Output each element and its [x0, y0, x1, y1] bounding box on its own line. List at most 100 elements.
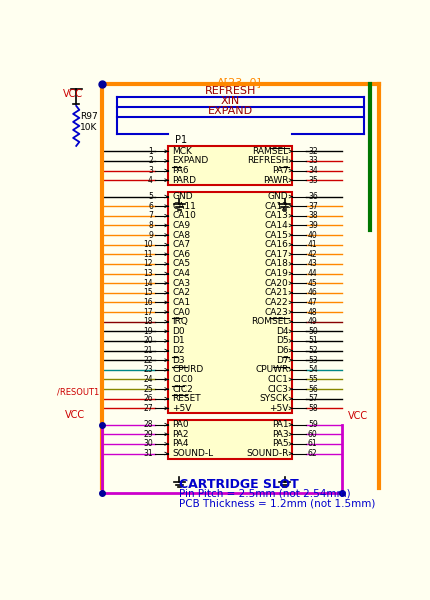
- Text: SOUND-R: SOUND-R: [246, 449, 289, 458]
- Text: CA6: CA6: [172, 250, 190, 259]
- Text: 7: 7: [148, 211, 153, 220]
- Text: 24: 24: [143, 375, 153, 384]
- Text: 32: 32: [308, 147, 318, 156]
- Text: 10K: 10K: [80, 123, 98, 132]
- Text: 40: 40: [308, 230, 318, 239]
- Text: CPURD: CPURD: [172, 365, 203, 374]
- Text: 25: 25: [143, 385, 153, 394]
- Text: 37: 37: [308, 202, 318, 211]
- Text: 12: 12: [144, 259, 153, 268]
- Text: CA11: CA11: [172, 202, 196, 211]
- Text: 46: 46: [308, 288, 318, 297]
- Text: RESET: RESET: [172, 394, 201, 403]
- Text: VCC: VCC: [64, 410, 85, 420]
- Text: 36: 36: [308, 192, 318, 201]
- Text: 55: 55: [308, 375, 318, 384]
- Text: /RESOUT1: /RESOUT1: [57, 388, 99, 397]
- Text: 44: 44: [308, 269, 318, 278]
- Text: 57: 57: [308, 394, 318, 403]
- Text: PAWR: PAWR: [263, 176, 289, 185]
- Text: ROMSEL: ROMSEL: [251, 317, 289, 326]
- Text: 39: 39: [308, 221, 318, 230]
- Text: MCK: MCK: [172, 147, 192, 156]
- Text: CIC0: CIC0: [172, 375, 193, 384]
- Text: VCC: VCC: [63, 89, 83, 99]
- Text: CA17: CA17: [265, 250, 289, 259]
- Text: CIC3: CIC3: [268, 385, 289, 394]
- Text: CA20: CA20: [265, 278, 289, 287]
- Text: 27: 27: [143, 404, 153, 413]
- Text: 51: 51: [308, 337, 318, 346]
- Text: PA6: PA6: [172, 166, 189, 175]
- Text: PARD: PARD: [172, 176, 197, 185]
- Text: CA14: CA14: [265, 221, 289, 230]
- Text: 19: 19: [143, 327, 153, 336]
- Text: 48: 48: [308, 308, 318, 317]
- Text: CA7: CA7: [172, 240, 190, 249]
- Text: R97: R97: [80, 112, 98, 121]
- Text: A[23..0]: A[23..0]: [216, 77, 261, 88]
- Text: CA23: CA23: [265, 308, 289, 317]
- Text: CA4: CA4: [172, 269, 190, 278]
- Text: XIN: XIN: [221, 96, 240, 106]
- Text: CA12: CA12: [265, 202, 289, 211]
- Text: 58: 58: [308, 404, 318, 413]
- Text: CA22: CA22: [265, 298, 289, 307]
- Text: 49: 49: [308, 317, 318, 326]
- Text: GND: GND: [268, 192, 289, 201]
- Text: 41: 41: [308, 240, 318, 249]
- Text: 54: 54: [308, 365, 318, 374]
- Text: PA0: PA0: [172, 420, 189, 429]
- Text: 18: 18: [144, 317, 153, 326]
- Text: D0: D0: [172, 327, 185, 336]
- Text: 15: 15: [143, 288, 153, 297]
- Text: EXPAND: EXPAND: [172, 157, 209, 166]
- Text: 61: 61: [308, 439, 318, 448]
- Text: 42: 42: [308, 250, 318, 259]
- Text: 47: 47: [308, 298, 318, 307]
- Text: 11: 11: [144, 250, 153, 259]
- Text: CPUWR: CPUWR: [255, 365, 289, 374]
- Text: CA1: CA1: [172, 298, 190, 307]
- Text: 31: 31: [143, 449, 153, 458]
- Text: 59: 59: [308, 420, 318, 429]
- Text: 9: 9: [148, 230, 153, 239]
- Text: 23: 23: [143, 365, 153, 374]
- Text: CA5: CA5: [172, 259, 190, 268]
- Text: 34: 34: [308, 166, 318, 175]
- Text: CA21: CA21: [265, 288, 289, 297]
- Text: CIC2: CIC2: [172, 385, 193, 394]
- Text: 13: 13: [143, 269, 153, 278]
- Text: D3: D3: [172, 356, 185, 365]
- Text: 28: 28: [144, 420, 153, 429]
- Text: CA19: CA19: [265, 269, 289, 278]
- Text: REFRESH: REFRESH: [247, 157, 289, 166]
- Text: 45: 45: [308, 278, 318, 287]
- Text: D4: D4: [276, 327, 289, 336]
- Text: 1: 1: [148, 147, 153, 156]
- Text: 53: 53: [308, 356, 318, 365]
- Text: D5: D5: [276, 337, 289, 346]
- Text: GND: GND: [172, 192, 193, 201]
- Text: 60: 60: [308, 430, 318, 439]
- Text: Pin Pitch = 2.5mm (not 2.54mm): Pin Pitch = 2.5mm (not 2.54mm): [179, 488, 351, 499]
- Bar: [169, 419, 292, 458]
- Text: 56: 56: [308, 385, 318, 394]
- Text: CA13: CA13: [265, 211, 289, 220]
- Text: RAMSEL: RAMSEL: [252, 147, 289, 156]
- Text: EXPAND: EXPAND: [208, 106, 253, 116]
- Text: 4: 4: [148, 176, 153, 185]
- Text: D6: D6: [276, 346, 289, 355]
- Text: SOUND-L: SOUND-L: [172, 449, 213, 458]
- Text: D2: D2: [172, 346, 185, 355]
- Text: 2: 2: [148, 157, 153, 166]
- Text: 29: 29: [143, 430, 153, 439]
- Text: 52: 52: [308, 346, 318, 355]
- Text: REFRESH: REFRESH: [205, 86, 256, 96]
- Text: CA16: CA16: [265, 240, 289, 249]
- Text: D1: D1: [172, 337, 185, 346]
- Text: 21: 21: [144, 346, 153, 355]
- Bar: [169, 191, 292, 413]
- Text: P1: P1: [175, 135, 187, 145]
- Text: 6: 6: [148, 202, 153, 211]
